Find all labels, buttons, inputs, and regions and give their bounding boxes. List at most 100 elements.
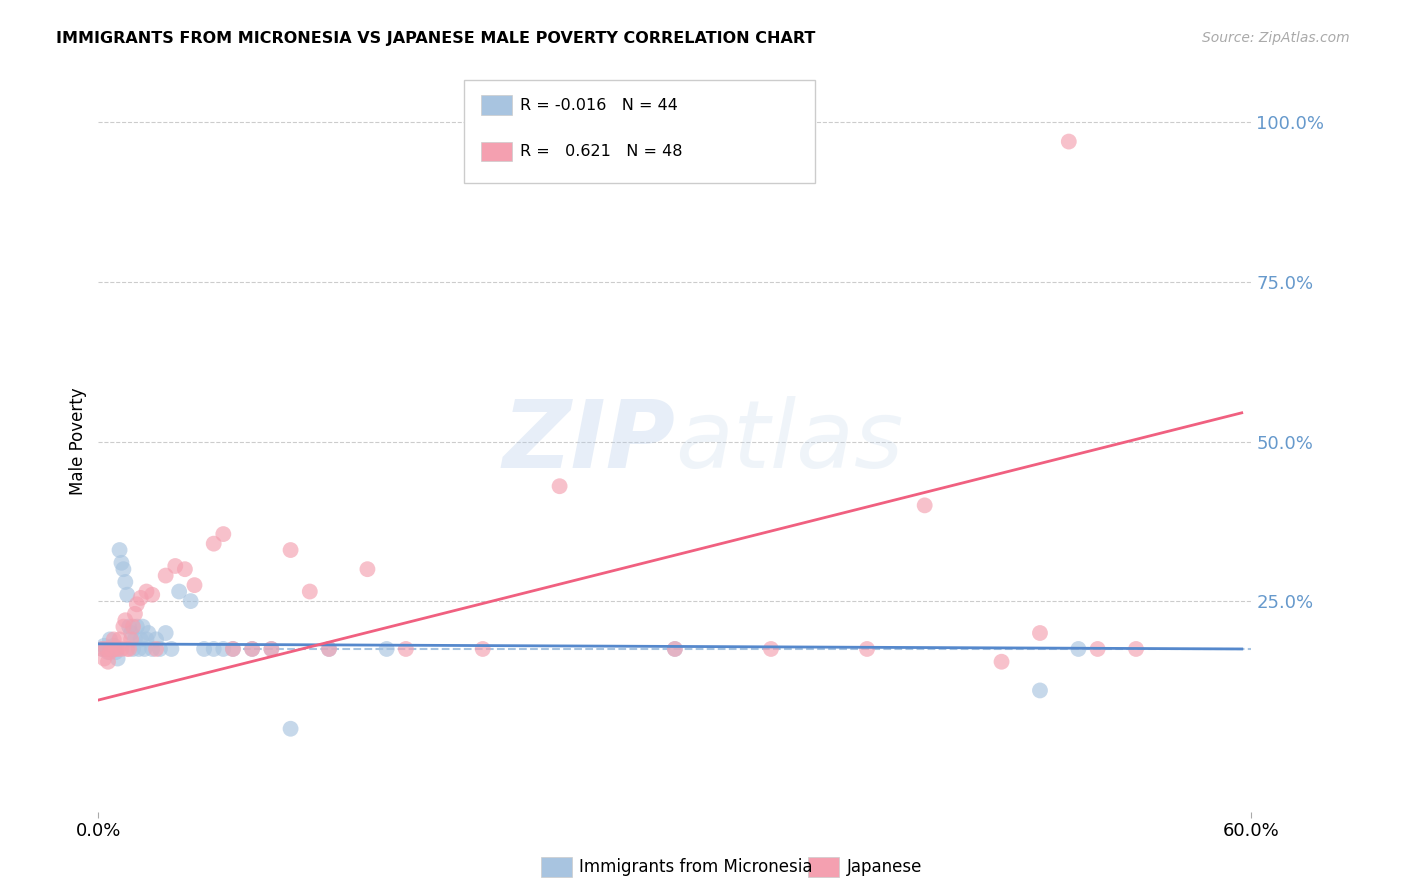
Point (260, 642, 283, 657)
Point (104, 645, 127, 659)
Point (125, 597, 148, 611)
Point (129, 591, 152, 605)
Point (129, 632, 152, 647)
Point (759, 642, 782, 657)
Point (134, 642, 156, 657)
Point (471, 642, 494, 657)
Point (395, 642, 418, 657)
Point (298, 584, 321, 599)
Point (98, 645, 121, 659)
Point (193, 642, 215, 657)
Point (135, 584, 157, 599)
Point (107, 642, 129, 657)
Point (149, 642, 172, 657)
Point (1057, 135, 1080, 149)
Y-axis label: Male Poverty: Male Poverty (69, 388, 87, 495)
Point (914, 499, 936, 513)
Point (114, 574, 136, 589)
Point (114, 613, 136, 627)
Point (260, 642, 283, 657)
Point (108, 632, 131, 647)
Text: Source: ZipAtlas.com: Source: ZipAtlas.com (1202, 31, 1350, 45)
Text: Immigrants from Micronesia: Immigrants from Micronesia (579, 858, 813, 876)
Point (94, 642, 117, 657)
Point (1029, 626, 1052, 640)
Point (118, 642, 141, 657)
Point (212, 527, 235, 541)
Point (174, 562, 197, 576)
Point (167, 584, 190, 599)
Point (103, 639, 125, 653)
Point (120, 632, 142, 647)
Point (91, 642, 114, 657)
Point (1087, 642, 1109, 657)
Text: IMMIGRANTS FROM MICRONESIA VS JAPANESE MALE POVERTY CORRELATION CHART: IMMIGRANTS FROM MICRONESIA VS JAPANESE M… (56, 31, 815, 46)
Point (104, 642, 127, 657)
Point (138, 626, 160, 640)
Point (240, 642, 263, 657)
Point (135, 632, 157, 647)
Text: R =   0.621   N = 48: R = 0.621 N = 48 (520, 145, 683, 159)
Point (165, 559, 187, 574)
Point (124, 607, 146, 621)
Point (107, 651, 129, 665)
Point (98, 632, 121, 647)
Point (183, 578, 205, 592)
Point (91, 642, 114, 657)
Point (664, 642, 686, 657)
Point (222, 642, 245, 657)
Text: ZIP: ZIP (502, 395, 675, 488)
Point (280, 722, 302, 736)
Point (1029, 683, 1052, 698)
Point (120, 626, 142, 640)
Point (97, 645, 120, 659)
Point (180, 594, 202, 608)
Point (128, 642, 150, 657)
Point (117, 588, 139, 602)
Point (318, 642, 340, 657)
Point (318, 642, 340, 657)
Point (155, 626, 177, 640)
Point (110, 556, 132, 570)
Point (117, 642, 139, 657)
Point (202, 642, 225, 657)
Point (222, 642, 245, 657)
Point (1125, 642, 1147, 657)
Point (202, 536, 225, 550)
Point (110, 642, 132, 657)
Point (94, 642, 117, 657)
Text: Japanese: Japanese (846, 858, 922, 876)
Point (93, 651, 115, 665)
Point (160, 642, 183, 657)
Point (108, 543, 131, 558)
Point (101, 642, 124, 657)
Point (124, 632, 146, 647)
Point (375, 642, 398, 657)
Point (122, 619, 145, 633)
Point (125, 619, 148, 633)
Point (145, 632, 167, 647)
Point (212, 642, 235, 657)
Point (93, 639, 115, 653)
Point (990, 655, 1012, 669)
Text: atlas: atlas (675, 396, 903, 487)
Point (1067, 642, 1090, 657)
Point (112, 562, 135, 576)
Point (103, 632, 125, 647)
Point (118, 619, 141, 633)
Point (356, 562, 378, 576)
Point (141, 588, 163, 602)
Point (240, 642, 263, 657)
Point (548, 479, 571, 493)
Point (141, 642, 163, 657)
Text: R = -0.016   N = 44: R = -0.016 N = 44 (520, 98, 678, 112)
Point (280, 543, 302, 558)
Point (664, 642, 686, 657)
Point (155, 568, 177, 582)
Point (122, 642, 145, 657)
Point (145, 642, 167, 657)
Point (101, 642, 124, 657)
Point (131, 619, 153, 633)
Point (97, 655, 120, 669)
Point (856, 642, 879, 657)
